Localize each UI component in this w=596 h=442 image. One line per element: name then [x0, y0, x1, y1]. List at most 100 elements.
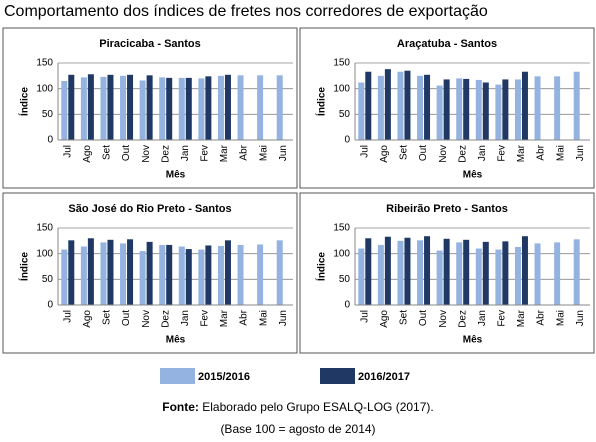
x-tick-label: Nov: [141, 310, 152, 328]
x-tick-label: Fev: [497, 145, 508, 162]
bar: [514, 79, 521, 140]
source-text: Elaborado pelo Grupo ESALQ-LOG (2017).: [202, 400, 433, 414]
chart-title: São José do Rio Preto - Santos: [68, 203, 231, 215]
bar: [514, 246, 521, 305]
bar: [424, 236, 431, 305]
x-tick-label: Jan: [477, 310, 488, 326]
x-tick-label: Jun: [575, 310, 586, 326]
x-tick-label: Dez: [160, 145, 171, 163]
bar: [146, 75, 153, 140]
x-tick-label: Set: [399, 310, 410, 325]
y-tick-label: 150: [333, 223, 350, 234]
x-tick-label: Dez: [457, 145, 468, 163]
x-tick-label: Out: [121, 310, 132, 326]
y-tick-label: 50: [42, 109, 54, 120]
bar: [224, 74, 231, 140]
bar: [120, 75, 127, 140]
bar: [224, 240, 231, 305]
x-tick-label: Out: [418, 145, 429, 161]
bar: [257, 244, 264, 305]
bar: [502, 241, 509, 305]
y-axis-label: Índice: [315, 87, 328, 116]
y-axis-label: Índice: [18, 87, 31, 116]
bar: [166, 244, 173, 305]
bar: [365, 238, 372, 305]
x-tick-label: Ago: [379, 310, 390, 328]
y-tick-label: 0: [47, 135, 53, 146]
bar: [397, 240, 404, 305]
chart-title: Piracicaba - Santos: [99, 38, 201, 50]
x-tick-label: Mai: [258, 145, 269, 161]
bar: [502, 79, 509, 140]
x-tick-label: Set: [399, 145, 410, 160]
x-tick-label: Jun: [278, 310, 289, 326]
x-axis-label: Mês: [463, 335, 483, 346]
y-tick-label: 0: [344, 300, 350, 311]
bar: [120, 243, 127, 305]
bar: [554, 242, 561, 305]
x-tick-label: Fev: [200, 145, 211, 162]
x-tick-label: Fev: [497, 310, 508, 327]
y-tick-label: 100: [36, 83, 53, 94]
bar: [87, 238, 94, 305]
bar: [276, 75, 283, 140]
bar: [87, 74, 94, 140]
bar: [185, 249, 192, 305]
bar: [495, 249, 502, 305]
bar: [436, 250, 443, 305]
x-tick-label: Abr: [239, 309, 250, 325]
bar: [100, 242, 107, 305]
y-tick-label: 100: [333, 248, 350, 259]
y-tick-label: 50: [339, 109, 351, 120]
bar: [159, 244, 166, 305]
x-tick-label: Nov: [438, 145, 449, 163]
bar: [534, 243, 541, 305]
x-tick-label: Set: [102, 310, 113, 325]
bar: [217, 75, 224, 140]
source: Fonte: Elaborado pelo Grupo ESALQ-LOG (2…: [162, 400, 433, 414]
bar: [100, 76, 107, 140]
bar: [107, 74, 114, 140]
bar: [139, 80, 146, 140]
x-tick-label: Fev: [200, 310, 211, 327]
bar: [61, 80, 68, 140]
y-tick-label: 50: [339, 274, 351, 285]
bar: [178, 77, 185, 140]
bar: [61, 249, 68, 305]
y-tick-label: 150: [36, 223, 53, 234]
y-tick-label: 0: [344, 135, 350, 146]
bar: [365, 71, 372, 140]
y-tick-label: 150: [36, 58, 53, 69]
bar: [404, 237, 411, 305]
bar: [205, 76, 212, 140]
bar: [436, 85, 443, 140]
legend-label: 2015/2016: [198, 371, 250, 383]
x-tick-label: Mai: [258, 310, 269, 326]
bar: [257, 75, 264, 140]
bar: [276, 240, 283, 305]
x-tick-label: Abr: [536, 309, 547, 325]
bar: [482, 82, 489, 140]
y-tick-label: 100: [36, 248, 53, 259]
x-tick-label: Abr: [239, 144, 250, 160]
x-tick-label: Ago: [379, 145, 390, 163]
panel: [2, 192, 298, 354]
bar: [178, 246, 185, 305]
x-tick-label: Mar: [219, 144, 230, 162]
bar: [475, 248, 482, 305]
bar: [377, 75, 384, 140]
bar: [456, 242, 463, 305]
x-tick-label: Jul: [359, 310, 370, 323]
x-axis-label: Mês: [166, 335, 186, 346]
bar: [358, 82, 365, 140]
x-tick-label: Jul: [359, 145, 370, 158]
bar: [417, 75, 424, 140]
x-tick-label: Dez: [160, 310, 171, 328]
bar: [554, 76, 561, 140]
bar: [463, 239, 470, 305]
bar: [456, 78, 463, 140]
page-title: Comportamento dos índices de fretes nos …: [4, 3, 488, 20]
x-tick-label: Mar: [516, 144, 527, 162]
x-tick-label: Mar: [516, 309, 527, 327]
